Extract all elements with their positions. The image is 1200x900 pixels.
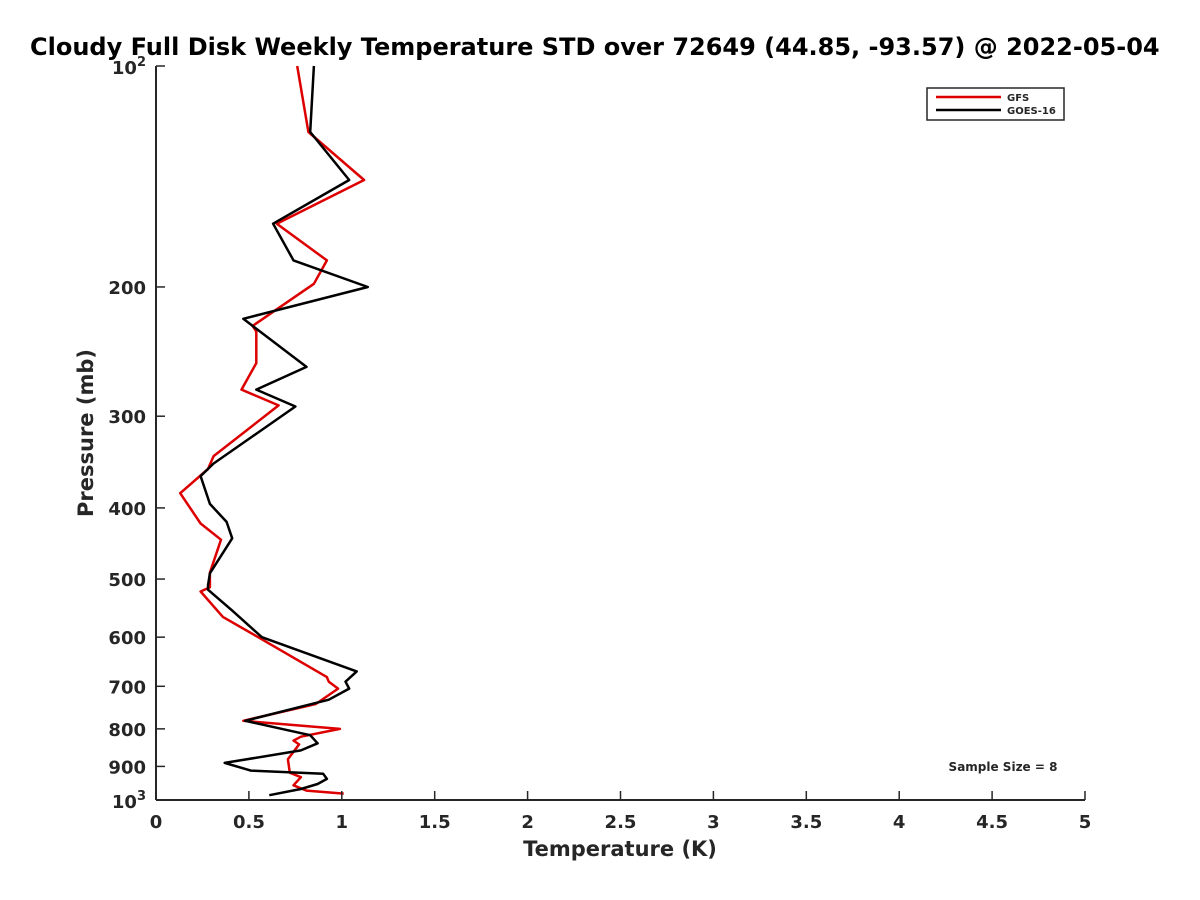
y-tick-label: 300 [108, 407, 146, 428]
x-tick-label: 1 [336, 812, 349, 833]
y-tick-label: 200 [108, 278, 146, 299]
y-axis-label: Pressure (mb) [74, 349, 98, 517]
series-line-goes-16 [199, 65, 370, 797]
x-axis-ticks: 0 0.5 1 1.5 2 2.5 3 3.5 4 4.5 5 [150, 791, 1092, 833]
x-tick-label: 0.5 [233, 812, 265, 833]
legend: GFS GOES-16 [926, 87, 1065, 121]
y-tick-label: 700 [108, 677, 146, 698]
sample-size-annotation: Sample Size = 8 [949, 760, 1058, 774]
y-tick-label: 800 [108, 720, 146, 741]
legend-label-gfs: GFS [1007, 93, 1029, 104]
legend-label-goes16: GOES-16 [1007, 106, 1056, 117]
chart-title: Cloudy Full Disk Weekly Temperature STD … [30, 33, 1160, 61]
y-min-tick-label: 102 [112, 55, 146, 79]
series-line-gfs [178, 65, 366, 795]
x-tick-label: 3 [707, 812, 720, 833]
plot-area [178, 65, 370, 797]
x-tick-label: 5 [1079, 812, 1092, 833]
x-tick-label: 4.5 [976, 812, 1008, 833]
y-tick-label: 500 [108, 570, 146, 591]
y-tick-label: 900 [108, 757, 146, 778]
x-tick-label: 4 [893, 812, 906, 833]
x-tick-label: 3.5 [790, 812, 822, 833]
x-tick-label: 0 [150, 812, 163, 833]
x-tick-label: 2 [521, 812, 534, 833]
y-tick-label: 400 [108, 499, 146, 520]
y-axis-ticks: 200 300 400 500 600 700 800 900 [108, 65, 165, 801]
x-tick-label: 2.5 [605, 812, 637, 833]
legend-box [926, 87, 1065, 121]
y-max-tick-label: 103 [112, 789, 146, 813]
x-tick-label: 1.5 [419, 812, 451, 833]
x-axis-label: Temperature (K) [523, 837, 717, 861]
y-tick-label: 600 [108, 628, 146, 649]
